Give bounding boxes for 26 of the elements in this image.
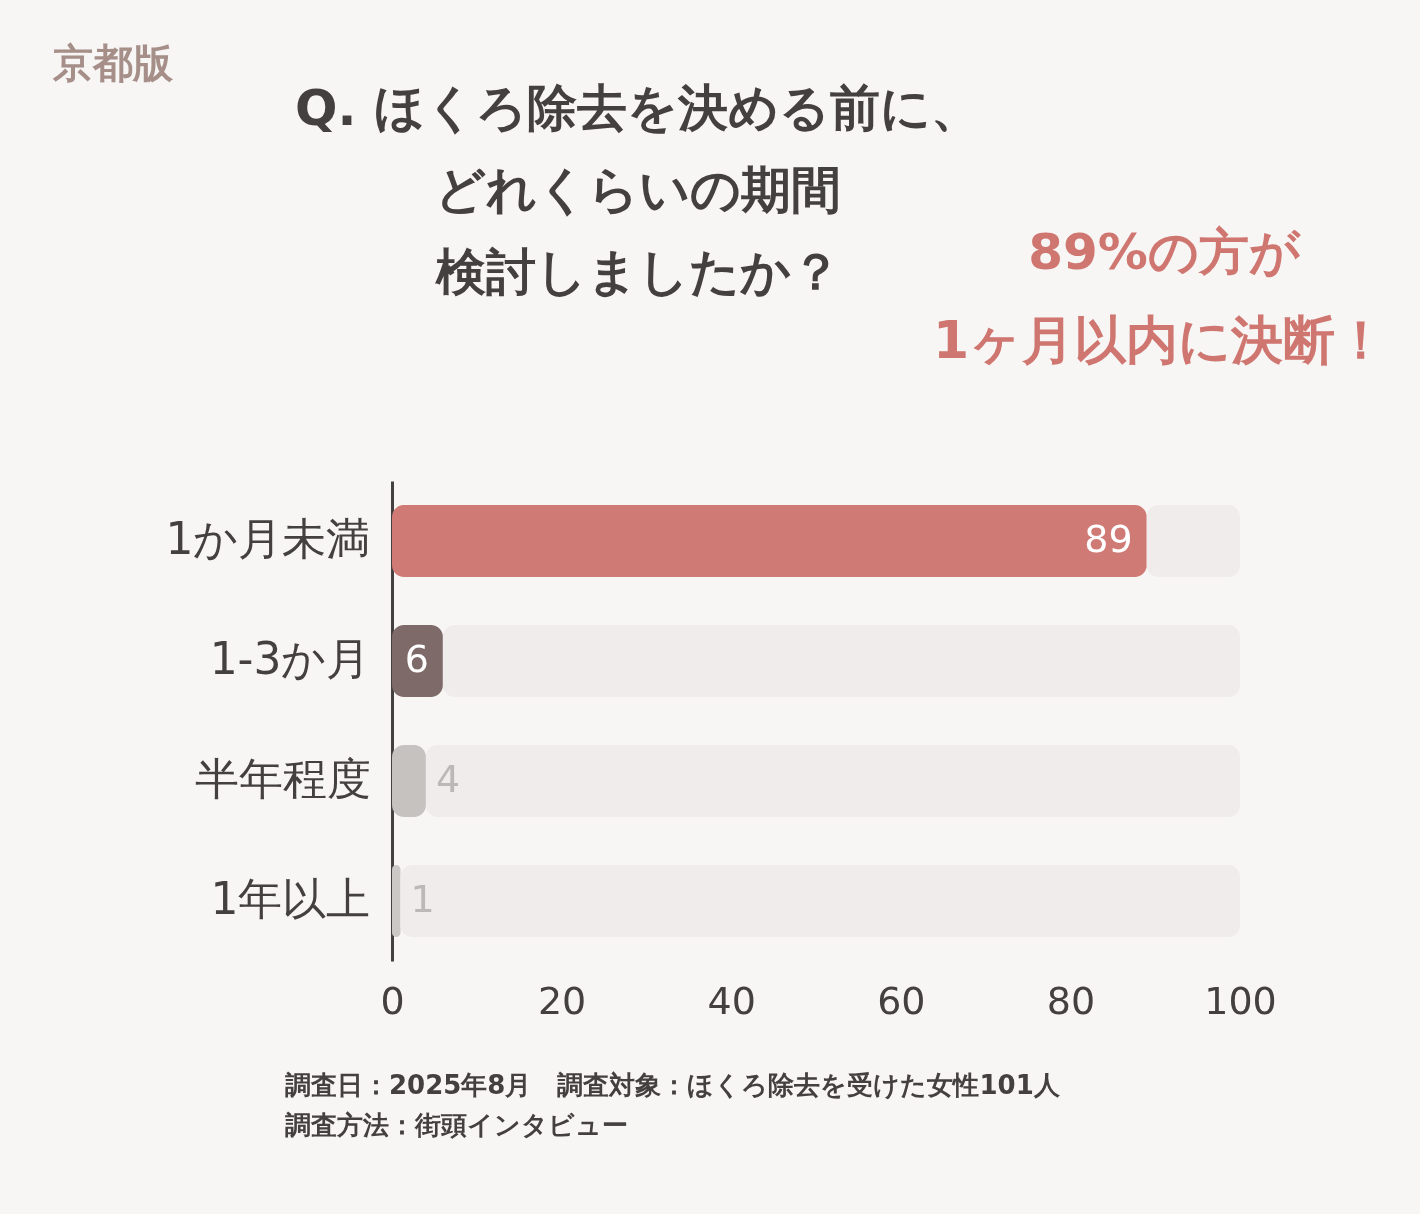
- y-tick-label: 半年程度: [194, 753, 371, 804]
- data-label: 6: [404, 637, 429, 681]
- x-tick-label: 40: [707, 978, 756, 1023]
- bar: [392, 625, 443, 697]
- text: 1ヶ月以内に決断！: [932, 310, 1388, 370]
- y-tick-label: 1年以上: [210, 873, 371, 924]
- data-label: 89: [1084, 517, 1133, 561]
- bar: [1146, 505, 1240, 577]
- text: 調査日：2025年8月 調査対象：ほくろ除去を受けた女性101人: [285, 1070, 1061, 1100]
- bar: [400, 865, 1240, 937]
- bar: [392, 865, 401, 937]
- bar: [442, 625, 1240, 697]
- bar: [392, 505, 1147, 577]
- x-tick-label: 60: [877, 978, 926, 1023]
- text: 89%の方が: [1028, 223, 1301, 281]
- chart-title: Q. ほくろ除去を決める前に、どれくらいの期間検討しましたか？: [295, 79, 981, 301]
- y-tick-label: 1か月未満: [165, 513, 371, 564]
- x-tick-label: 20: [537, 978, 587, 1023]
- bar: [425, 745, 1240, 817]
- bar: [392, 745, 426, 817]
- x-tick-label: 80: [1046, 978, 1096, 1023]
- x-tick-label: 0: [380, 978, 405, 1023]
- y-tick-label: 1-3か月: [209, 633, 371, 684]
- text: 調査方法：街頭インタビュー: [285, 1110, 628, 1140]
- text: 京都版: [52, 40, 174, 86]
- x-tick-label: 100: [1204, 978, 1277, 1023]
